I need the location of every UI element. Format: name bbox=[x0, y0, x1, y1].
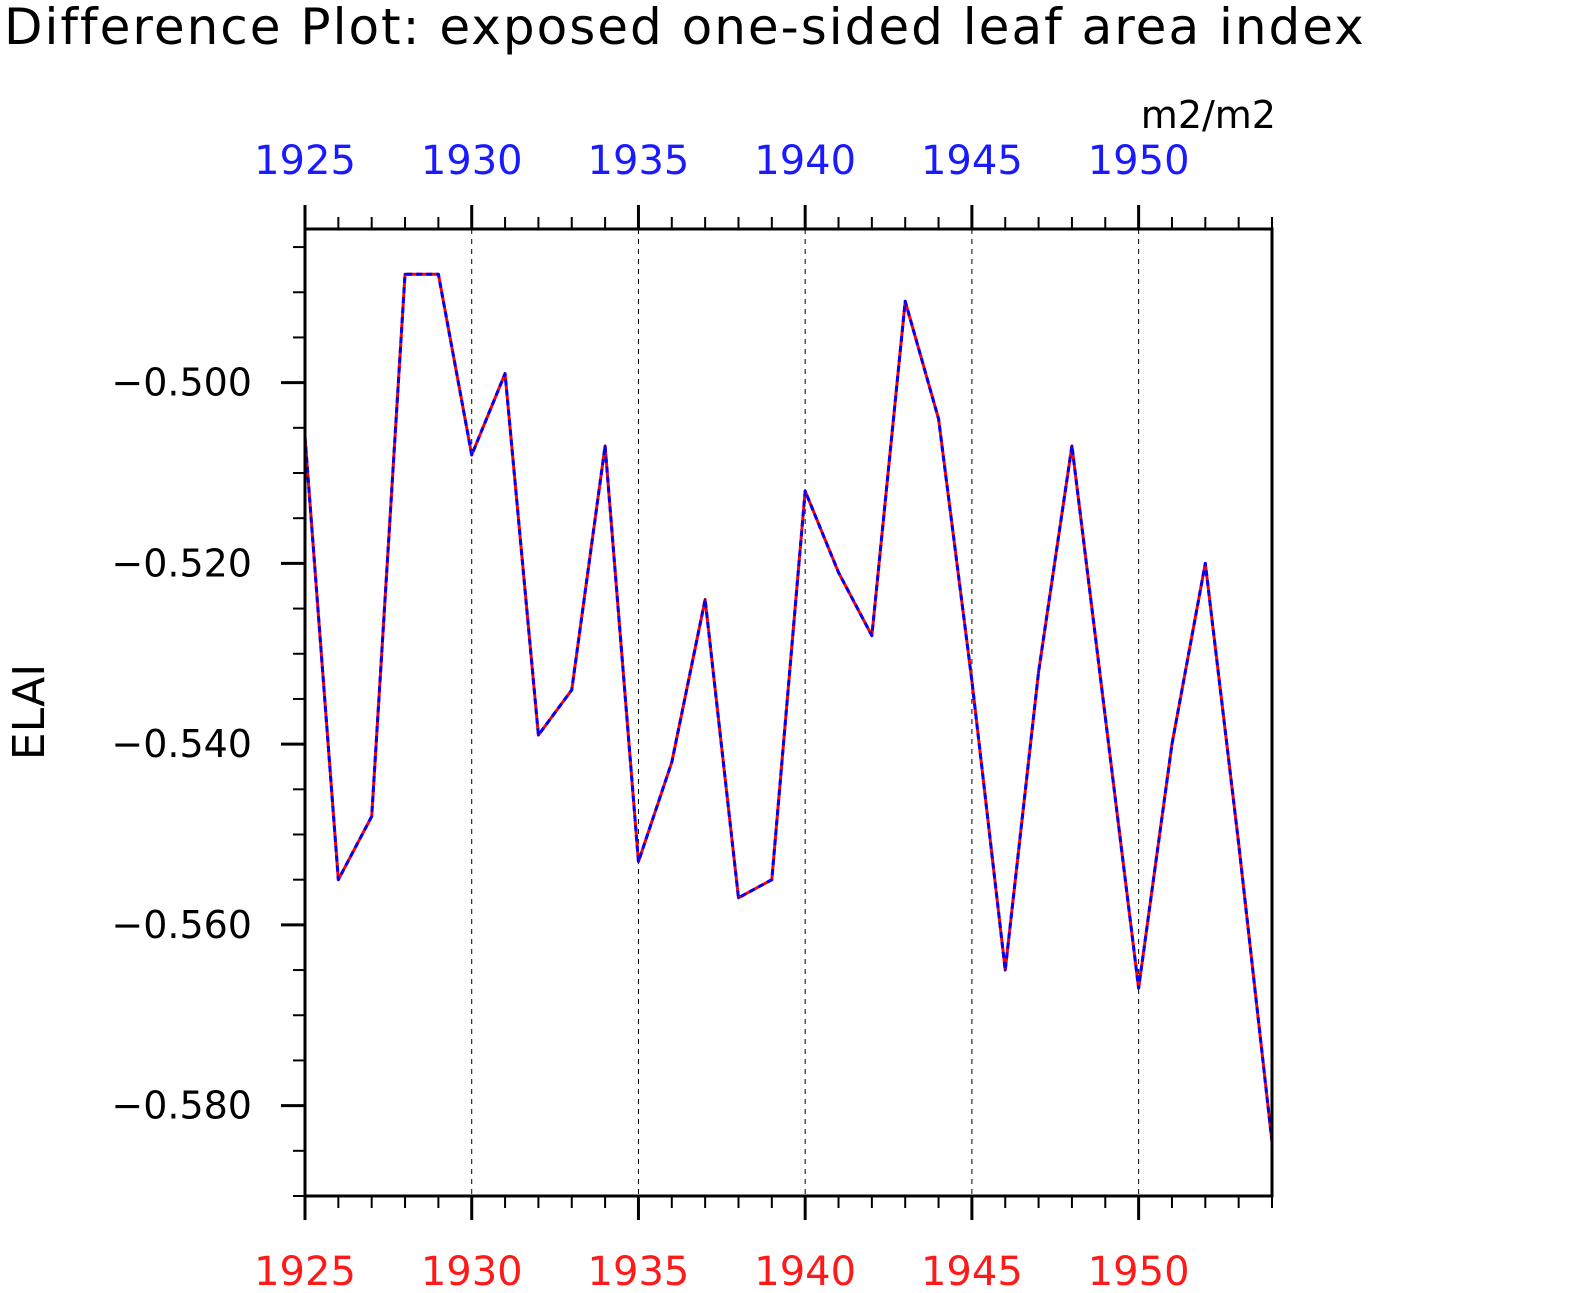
data-point-1-4 bbox=[437, 272, 440, 276]
grid-lines bbox=[471, 229, 1140, 1196]
series-lines bbox=[303, 272, 1274, 1143]
data-point-1-17 bbox=[870, 634, 874, 637]
data-point-1-14 bbox=[770, 878, 774, 881]
data-point-1-9 bbox=[603, 444, 607, 448]
data-point-1-15 bbox=[803, 489, 807, 493]
units-label: m2/m2 bbox=[1141, 93, 1276, 137]
data-point-1-10 bbox=[637, 860, 640, 863]
data-point-1-26 bbox=[1170, 742, 1174, 746]
data-point-1-28 bbox=[1237, 842, 1240, 845]
y-axis-label: ELAI bbox=[4, 664, 55, 760]
data-point-1-7 bbox=[537, 733, 540, 737]
y-tick-label-4: −0.580 bbox=[111, 1084, 252, 1128]
x-tick-label-top-4: 1945 bbox=[921, 138, 1023, 184]
x-tick-label-bottom-4: 1945 bbox=[921, 1249, 1023, 1293]
data-point-1-11 bbox=[670, 761, 673, 764]
plot-frame bbox=[303, 227, 1274, 1198]
data-point-1-8 bbox=[570, 688, 573, 692]
tick-labels: −0.500 −0.520 −0.540 −0.560 −0.580 1925 1925 19… bbox=[111, 138, 1189, 1293]
data-point-1-22 bbox=[1037, 670, 1040, 674]
axis-ticks bbox=[281, 205, 1273, 1220]
x-tick-label-bottom-5: 1950 bbox=[1088, 1249, 1190, 1293]
data-point-1-27 bbox=[1204, 562, 1207, 565]
data-point-1-16 bbox=[837, 571, 840, 574]
data-point-1-6 bbox=[503, 372, 507, 375]
chart-title: Difference Plot: exposed one-sided leaf … bbox=[4, 0, 1366, 56]
data-point-1-2 bbox=[370, 815, 373, 818]
x-tick-label-top-1: 1930 bbox=[421, 138, 523, 184]
x-tick-label-top-0: 1925 bbox=[254, 138, 356, 184]
data-point-1-19 bbox=[937, 417, 940, 420]
data-point-1-23 bbox=[1070, 444, 1074, 448]
data-point-1-5 bbox=[470, 453, 473, 457]
x-tick-label-top-3: 1940 bbox=[754, 138, 856, 184]
y-tick-label-1: −0.520 bbox=[111, 541, 252, 585]
data-point-1-25 bbox=[1137, 986, 1140, 990]
data-point-1-12 bbox=[703, 598, 707, 601]
x-tick-label-bottom-0: 1925 bbox=[254, 1249, 356, 1293]
y-tick-label-2: −0.540 bbox=[111, 722, 252, 766]
x-tick-label-bottom-2: 1935 bbox=[588, 1249, 690, 1293]
data-point-1-1 bbox=[337, 878, 340, 881]
y-tick-label-3: −0.560 bbox=[111, 903, 252, 947]
data-point-1-3 bbox=[403, 272, 407, 276]
y-tick-label-0: −0.500 bbox=[111, 361, 252, 405]
data-point-1-18 bbox=[904, 300, 907, 303]
x-tick-label-bottom-3: 1940 bbox=[754, 1249, 856, 1293]
data-point-1-24 bbox=[1104, 715, 1107, 719]
x-tick-label-bottom-1: 1930 bbox=[421, 1249, 523, 1293]
series-line-0 bbox=[303, 272, 1274, 1142]
data-point-1-20 bbox=[970, 679, 974, 683]
data-point-1-13 bbox=[737, 896, 740, 899]
x-tick-label-top-5: 1950 bbox=[1088, 138, 1190, 184]
x-tick-label-top-2: 1935 bbox=[588, 138, 690, 184]
data-point-1-21 bbox=[1004, 968, 1007, 972]
series-line-1 bbox=[303, 272, 1274, 1142]
